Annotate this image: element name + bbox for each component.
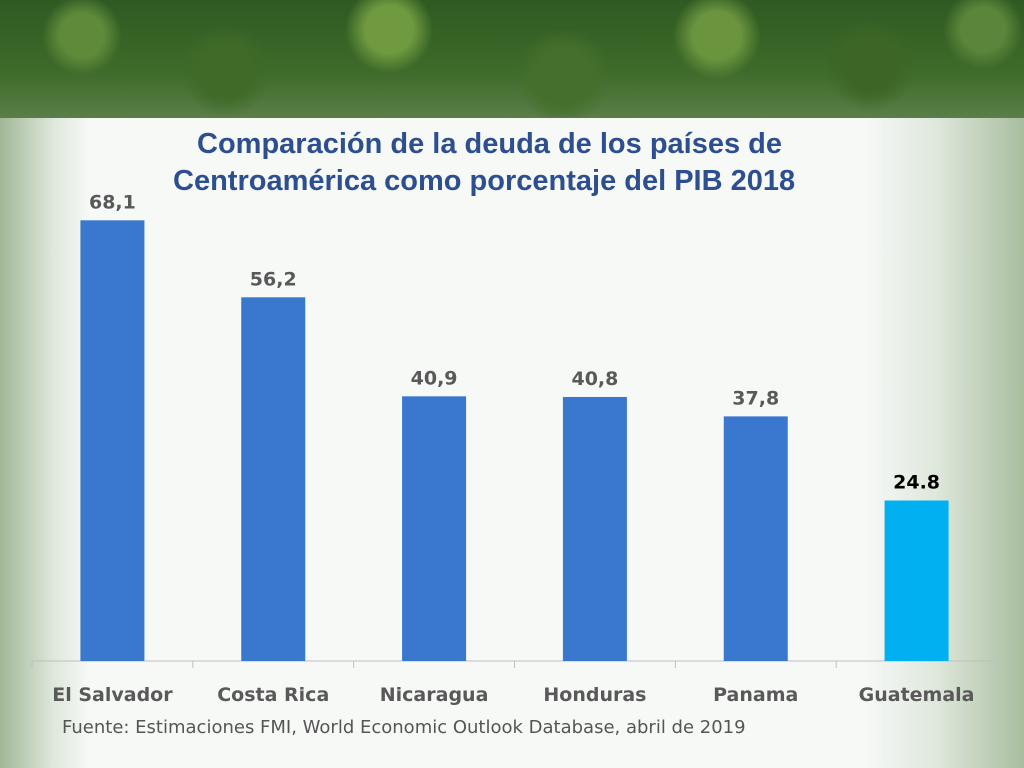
data-label: 24.8: [893, 472, 940, 494]
chart-panel: [0, 118, 1024, 768]
forest-background-top: [0, 0, 1024, 118]
data-label: 40,8: [571, 368, 618, 390]
source-note: Fuente: Estimaciones FMI, World Economic…: [62, 717, 746, 738]
bar-guatemala: [884, 500, 949, 661]
x-tick-label: Honduras: [543, 684, 646, 706]
data-label: 68,1: [89, 191, 136, 213]
bar-costa-rica: [241, 297, 306, 661]
data-label: 40,9: [411, 367, 458, 389]
bar-panama: [723, 416, 788, 661]
x-tick-label: Guatemala: [859, 684, 975, 706]
data-label: 37,8: [732, 387, 779, 409]
chart-title: Comparación de la deuda de los países de…: [173, 126, 933, 200]
forest-background-left: [0, 118, 90, 768]
bar-el-salvador: [80, 220, 145, 661]
chart-title-text: Comparación de la deuda de los países de…: [173, 128, 796, 197]
bar-nicaragua: [402, 396, 467, 661]
x-tick-label: El Salvador: [52, 684, 173, 706]
x-tick-label: Nicaragua: [380, 684, 489, 706]
data-label: 56,2: [250, 268, 297, 290]
bar-honduras: [562, 396, 627, 661]
x-tick-label: Costa Rica: [217, 684, 329, 706]
x-tick-label: Panama: [713, 684, 798, 706]
